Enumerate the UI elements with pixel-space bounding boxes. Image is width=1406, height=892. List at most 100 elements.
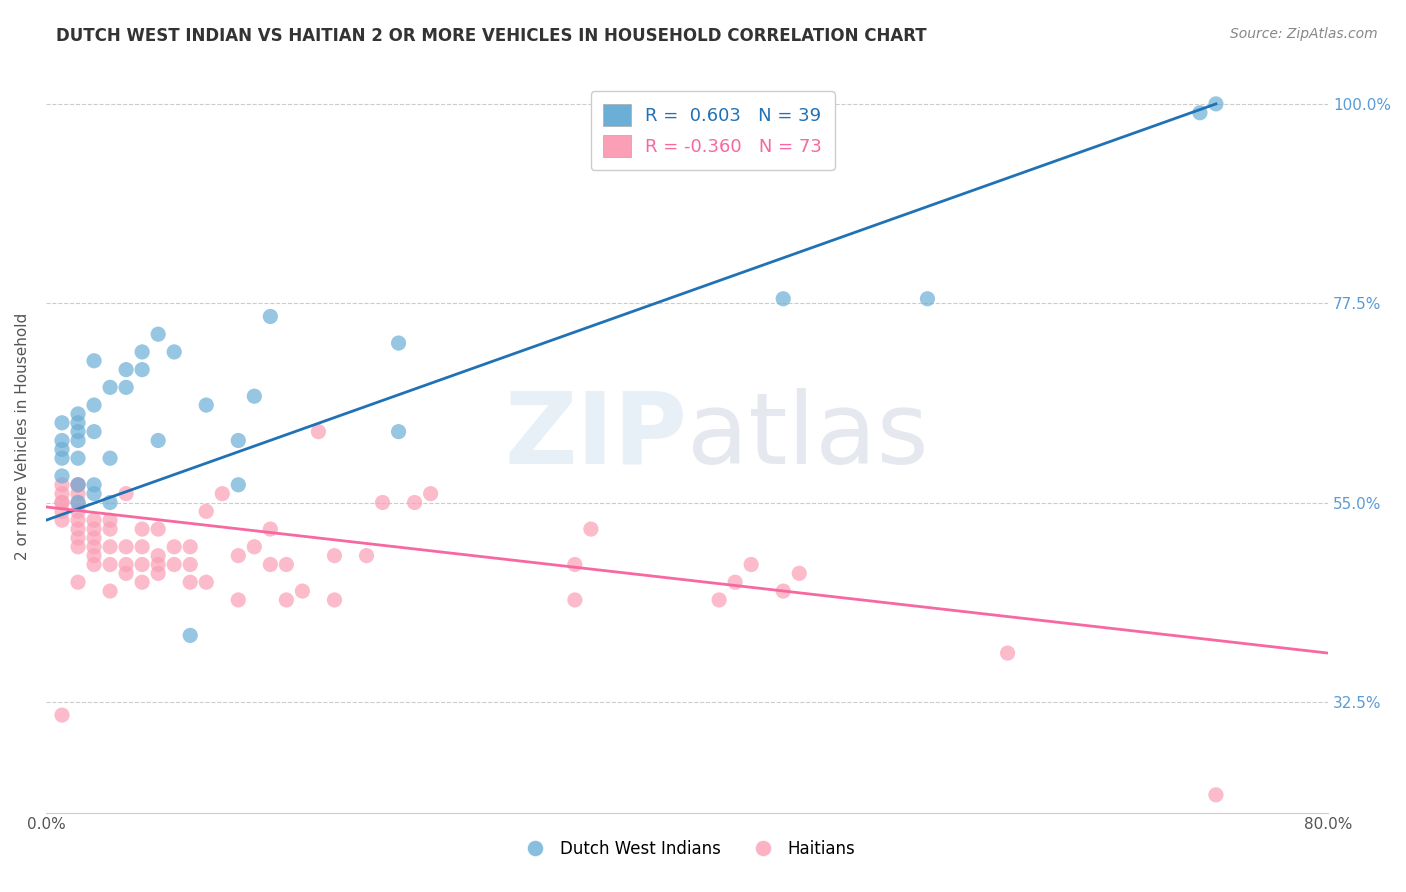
Point xyxy=(83,425,105,439)
Point xyxy=(179,575,201,590)
Point xyxy=(259,558,281,572)
Point xyxy=(98,584,121,599)
Point xyxy=(66,477,89,491)
Point xyxy=(146,327,169,342)
Point xyxy=(131,362,153,376)
Point xyxy=(291,584,314,599)
Text: ZIP: ZIP xyxy=(505,387,688,484)
Point xyxy=(66,531,89,545)
Point xyxy=(259,522,281,536)
Point xyxy=(51,451,73,466)
Point xyxy=(51,469,73,483)
Point xyxy=(1205,96,1227,111)
Point xyxy=(707,593,730,607)
Point xyxy=(226,549,249,563)
Point xyxy=(163,345,186,359)
Point xyxy=(259,310,281,324)
Point xyxy=(917,292,939,306)
Point xyxy=(83,353,105,368)
Point xyxy=(179,628,201,642)
Point xyxy=(83,513,105,527)
Point xyxy=(66,495,89,509)
Point xyxy=(131,540,153,554)
Point xyxy=(51,416,73,430)
Point xyxy=(66,477,89,491)
Point xyxy=(226,477,249,491)
Point xyxy=(772,584,794,599)
Point xyxy=(772,292,794,306)
Point xyxy=(51,442,73,457)
Point xyxy=(83,477,105,491)
Point xyxy=(115,558,138,572)
Text: DUTCH WEST INDIAN VS HAITIAN 2 OR MORE VEHICLES IN HOUSEHOLD CORRELATION CHART: DUTCH WEST INDIAN VS HAITIAN 2 OR MORE V… xyxy=(56,27,927,45)
Point xyxy=(146,558,169,572)
Point xyxy=(66,513,89,527)
Point xyxy=(51,495,73,509)
Point xyxy=(243,389,266,403)
Point xyxy=(83,398,105,412)
Point xyxy=(163,540,186,554)
Point xyxy=(115,540,138,554)
Point xyxy=(564,593,586,607)
Point xyxy=(66,477,89,491)
Point xyxy=(66,522,89,536)
Point xyxy=(419,486,441,500)
Point xyxy=(195,504,218,518)
Point xyxy=(51,708,73,723)
Y-axis label: 2 or more Vehicles in Household: 2 or more Vehicles in Household xyxy=(15,312,30,559)
Point xyxy=(1205,788,1227,802)
Point xyxy=(115,486,138,500)
Point xyxy=(98,513,121,527)
Point xyxy=(83,531,105,545)
Point xyxy=(51,504,73,518)
Point xyxy=(66,416,89,430)
Text: Source: ZipAtlas.com: Source: ZipAtlas.com xyxy=(1230,27,1378,41)
Legend: R =  0.603   N = 39, R = -0.360   N = 73: R = 0.603 N = 39, R = -0.360 N = 73 xyxy=(591,91,835,169)
Point xyxy=(51,495,73,509)
Point xyxy=(131,575,153,590)
Point xyxy=(83,540,105,554)
Point xyxy=(83,486,105,500)
Point xyxy=(131,522,153,536)
Point xyxy=(66,495,89,509)
Point xyxy=(66,407,89,421)
Point xyxy=(66,425,89,439)
Point xyxy=(371,495,394,509)
Point xyxy=(98,380,121,394)
Point xyxy=(66,434,89,448)
Point xyxy=(307,425,329,439)
Point xyxy=(51,477,73,491)
Point xyxy=(98,522,121,536)
Point xyxy=(195,575,218,590)
Point xyxy=(66,540,89,554)
Point xyxy=(131,345,153,359)
Point xyxy=(115,566,138,581)
Point xyxy=(276,558,298,572)
Point xyxy=(787,566,810,581)
Point xyxy=(387,425,409,439)
Point xyxy=(163,558,186,572)
Point xyxy=(179,558,201,572)
Point xyxy=(83,522,105,536)
Point xyxy=(997,646,1019,660)
Point xyxy=(83,549,105,563)
Point xyxy=(131,558,153,572)
Point xyxy=(51,486,73,500)
Point xyxy=(323,549,346,563)
Point xyxy=(195,398,218,412)
Point xyxy=(211,486,233,500)
Point xyxy=(66,504,89,518)
Point xyxy=(724,575,747,590)
Point xyxy=(356,549,378,563)
Point xyxy=(276,593,298,607)
Point xyxy=(51,434,73,448)
Point xyxy=(98,495,121,509)
Point xyxy=(66,575,89,590)
Point xyxy=(146,522,169,536)
Point xyxy=(226,434,249,448)
Point xyxy=(51,513,73,527)
Point xyxy=(226,593,249,607)
Point xyxy=(115,380,138,394)
Point xyxy=(179,540,201,554)
Point xyxy=(146,434,169,448)
